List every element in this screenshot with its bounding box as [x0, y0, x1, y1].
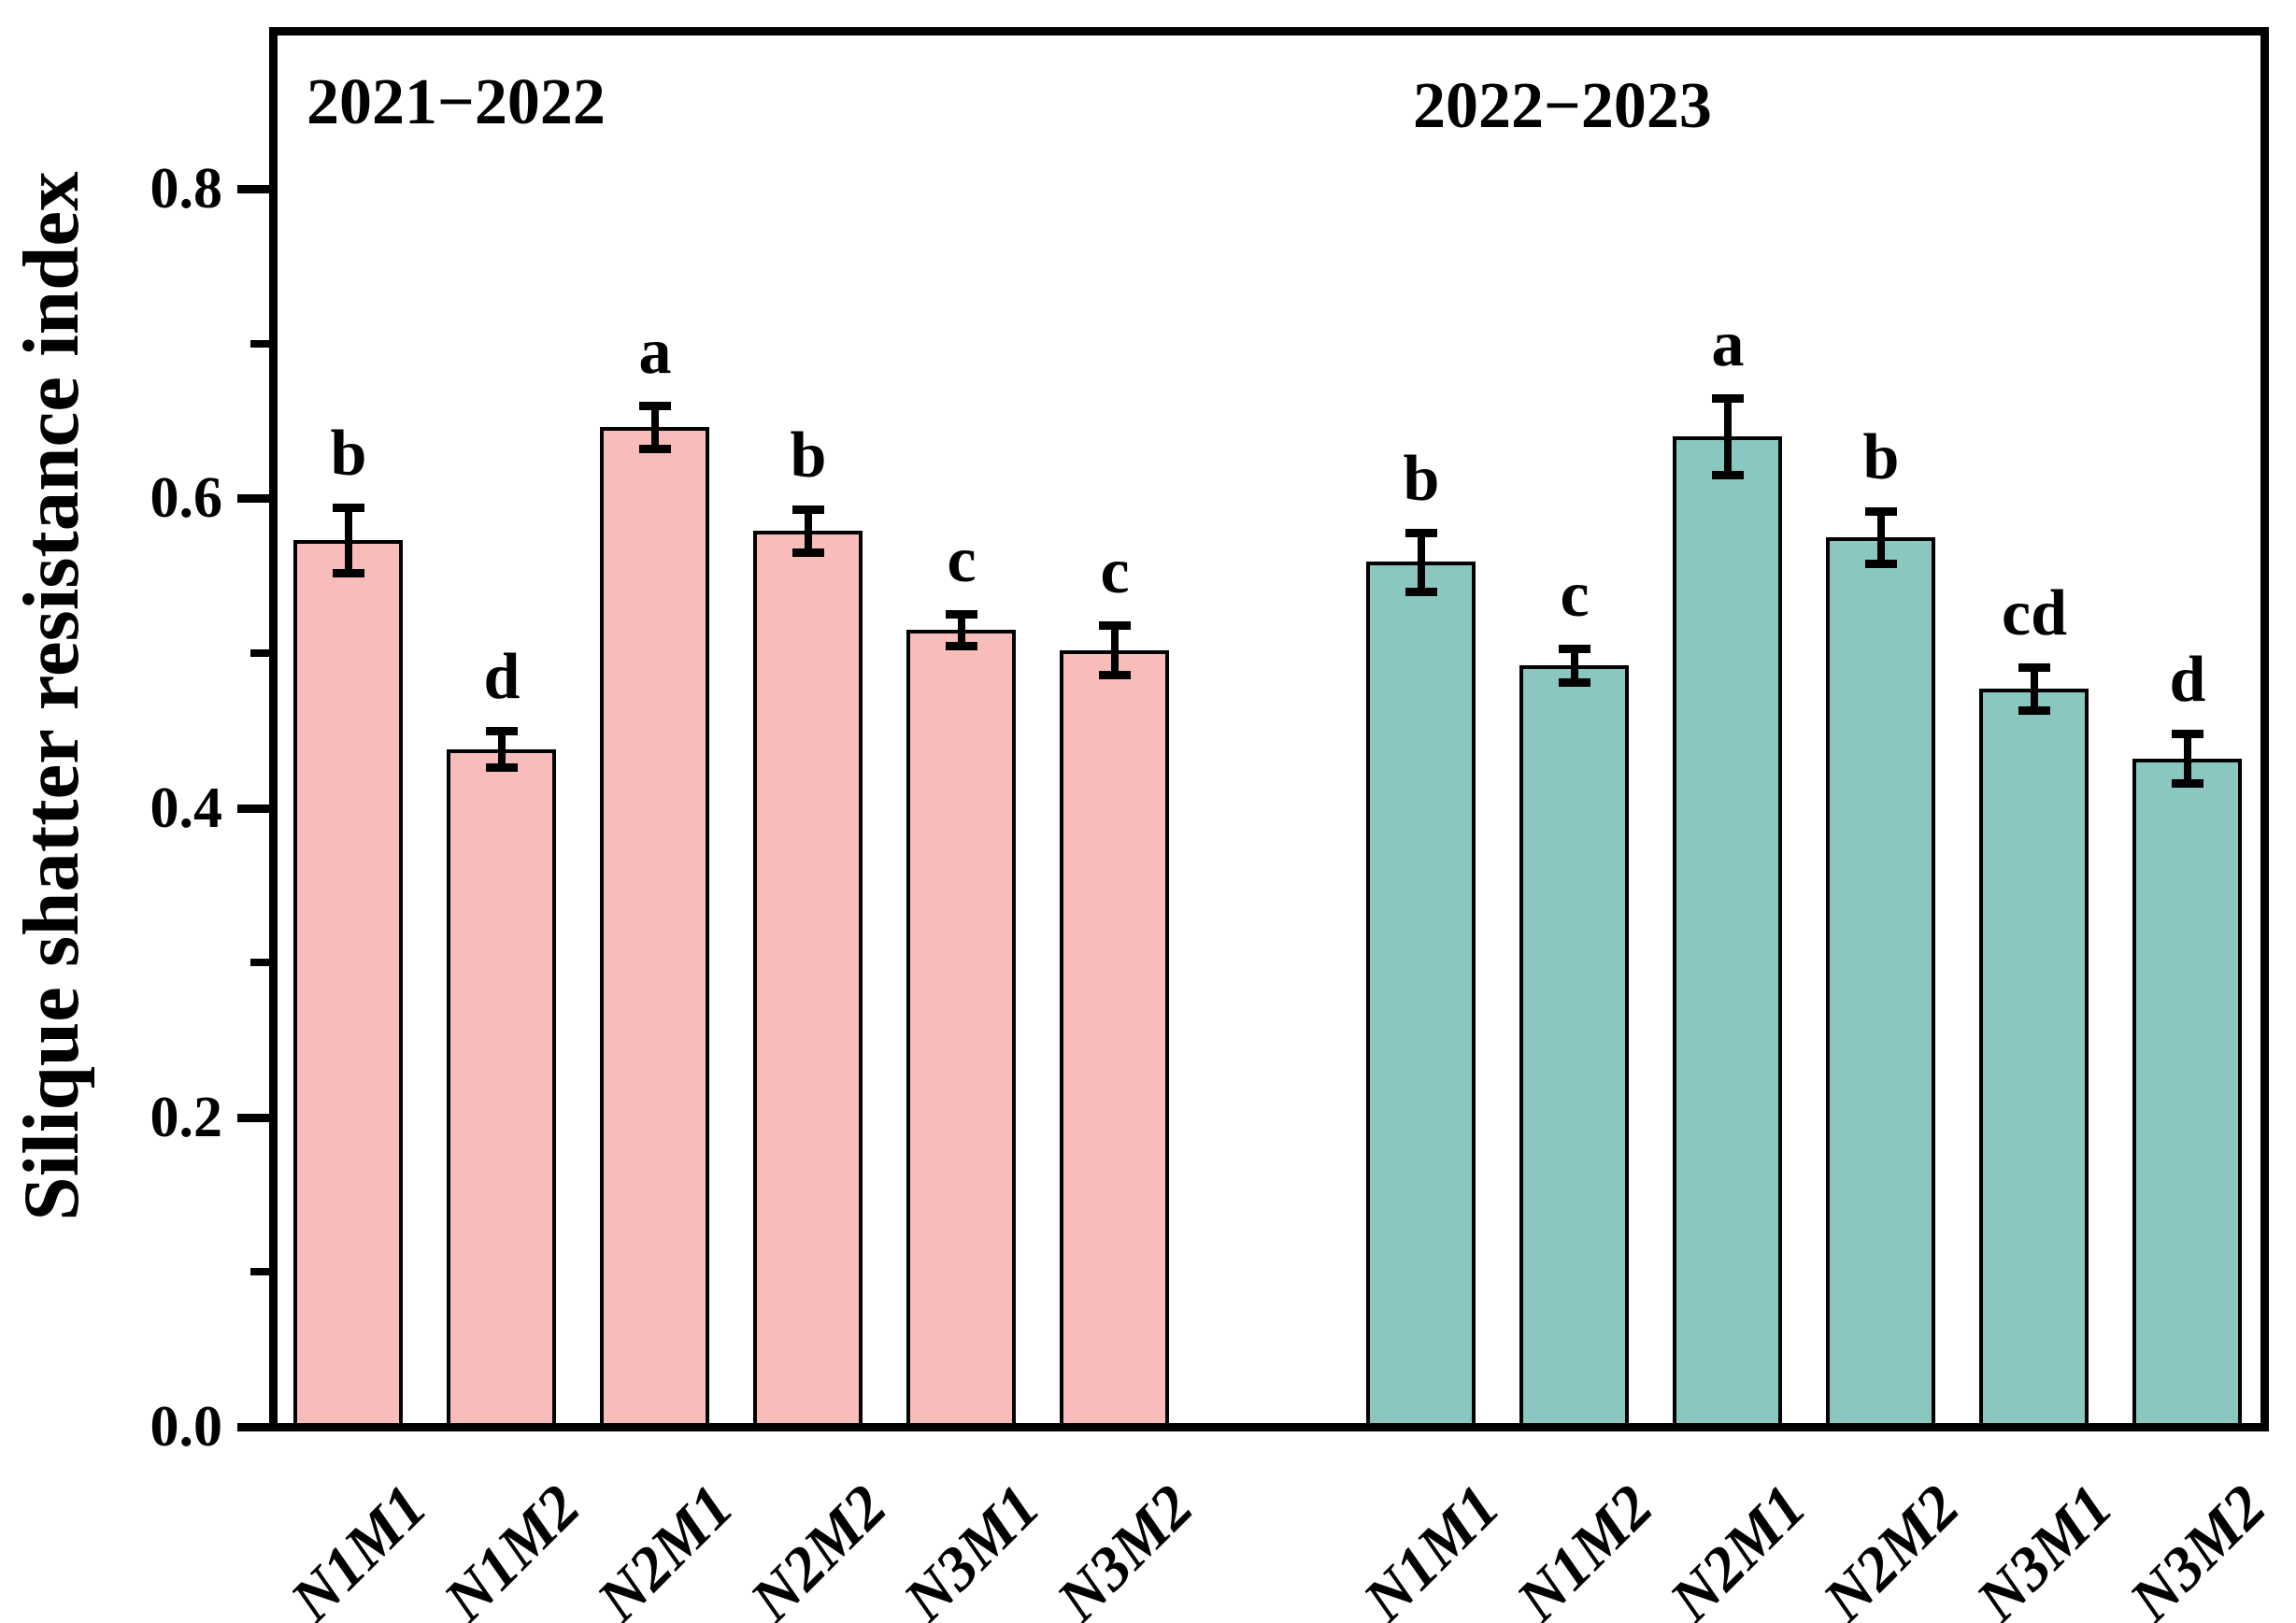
sig-letter-2022-2023-N1M2: c	[1560, 559, 1590, 631]
sig-letter-2022-2023-N2M2: b	[1862, 421, 1900, 493]
bar-2021-2022-N1M1	[293, 540, 403, 1429]
bar-2022-2023-N2M1	[1673, 436, 1782, 1429]
error-bar-line-2022-2023-N2M2	[1877, 511, 1885, 563]
y-tick-0.6	[237, 494, 273, 503]
error-bar-cap-top-2021-2022-N2M1	[639, 402, 671, 410]
error-bar-cap-bottom-2021-2022-N3M1	[946, 642, 977, 650]
sig-letter-2021-2022-N2M2: b	[790, 420, 827, 491]
bar-2021-2022-N2M2	[753, 531, 863, 1429]
error-bar-cap-top-2022-2023-N1M2	[1559, 645, 1590, 653]
error-bar-cap-bottom-2021-2022-N2M1	[639, 445, 671, 453]
y-tick-label-0.2: 0.2	[150, 1086, 223, 1149]
x-tick-label-2021-2022-N1M1: N1M1	[277, 1472, 440, 1623]
y-tick-0.8	[237, 185, 273, 193]
error-bar-line-2021-2022-N3M2	[1111, 625, 1119, 675]
error-bar-cap-top-2021-2022-N1M1	[333, 504, 364, 512]
sig-letter-2021-2022-N2M1: a	[638, 316, 672, 388]
error-bar-line-2022-2023-N3M2	[2184, 733, 2191, 783]
x-tick-label-2021-2022-N2M1: N2M1	[583, 1472, 747, 1623]
error-bar-cap-top-2022-2023-N2M2	[1865, 507, 1897, 516]
y-tick-label-0.4: 0.4	[150, 776, 223, 840]
x-tick-label-2022-2023-N1M2: N1M2	[1503, 1472, 1666, 1623]
sig-letter-2021-2022-N1M2: d	[483, 641, 521, 713]
error-bar-cap-top-2021-2022-N3M1	[946, 610, 977, 619]
error-bar-cap-bottom-2022-2023-N1M1	[1405, 588, 1437, 596]
error-bar-cap-bottom-2021-2022-N2M2	[792, 548, 824, 557]
bar-2021-2022-N3M2	[1060, 650, 1169, 1429]
bar-2022-2023-N3M2	[2132, 759, 2242, 1429]
y-tick-label-0.6: 0.6	[150, 466, 223, 530]
error-bar-cap-bottom-2021-2022-N1M2	[486, 763, 518, 772]
x-tick-label-2021-2022-N3M1: N3M1	[890, 1472, 1053, 1623]
error-bar-line-2021-2022-N1M2	[498, 731, 506, 767]
x-tick-label-2021-2022-N1M2: N1M2	[430, 1472, 593, 1623]
error-bar-line-2021-2022-N2M1	[651, 406, 659, 448]
error-bar-cap-top-2021-2022-N1M2	[486, 727, 518, 735]
error-bar-cap-bottom-2022-2023-N3M2	[2172, 779, 2203, 788]
error-bar-line-2022-2023-N2M1	[1724, 398, 1732, 475]
error-bar-line-2022-2023-N3M1	[2031, 667, 2038, 710]
y-axis-title: Silique shatter resistance index	[7, 171, 95, 1221]
y-tick-label-0.0: 0.0	[150, 1395, 223, 1459]
sig-letter-2021-2022-N1M1: b	[330, 418, 367, 490]
error-bar-cap-top-2022-2023-N1M1	[1405, 529, 1437, 537]
error-bar-line-2022-2023-N1M2	[1571, 648, 1578, 682]
sig-letter-2022-2023-N3M1: cd	[2002, 577, 2067, 649]
bar-2022-2023-N1M1	[1366, 562, 1476, 1429]
plot-frame	[269, 27, 2269, 1431]
error-bar-line-2021-2022-N2M2	[805, 509, 812, 552]
x-tick-label-2022-2023-N2M1: N2M1	[1656, 1472, 1819, 1623]
y-tick-0.4	[237, 804, 273, 813]
y-tick-label-0.8: 0.8	[150, 157, 223, 221]
bar-2021-2022-N1M2	[447, 749, 556, 1429]
y-minor-tick-0.1	[250, 1268, 273, 1275]
sig-letter-2022-2023-N3M2: d	[2169, 644, 2206, 716]
error-bar-cap-top-2022-2023-N2M1	[1712, 394, 1744, 403]
error-bar-cap-bottom-2021-2022-N1M1	[333, 569, 364, 577]
x-tick-label-2022-2023-N2M2: N2M2	[1809, 1472, 1973, 1623]
bar-2022-2023-N1M2	[1519, 665, 1629, 1429]
y-minor-tick-0.7	[250, 340, 273, 348]
group-title-2022-2023: 2022−2023	[1413, 70, 1712, 142]
bar-2022-2023-N2M2	[1826, 537, 1935, 1429]
x-tick-label-2022-2023-N1M1: N1M1	[1349, 1472, 1513, 1623]
y-tick-0.0	[237, 1423, 273, 1431]
x-tick-label-2021-2022-N2M2: N2M2	[736, 1472, 900, 1623]
error-bar-cap-top-2021-2022-N3M2	[1099, 621, 1131, 630]
y-tick-0.2	[237, 1114, 273, 1122]
error-bar-cap-bottom-2022-2023-N2M2	[1865, 560, 1897, 568]
error-bar-line-2021-2022-N3M1	[958, 614, 965, 646]
error-bar-line-2022-2023-N1M1	[1418, 533, 1425, 591]
bar-2021-2022-N2M1	[600, 427, 709, 1429]
error-bar-cap-top-2022-2023-N3M2	[2172, 730, 2203, 738]
sig-letter-2021-2022-N3M1: c	[947, 524, 977, 596]
x-tick-label-2021-2022-N3M2: N3M2	[1043, 1472, 1206, 1623]
x-tick-label-2022-2023-N3M1: N3M1	[1962, 1472, 2126, 1623]
bar-2021-2022-N3M1	[906, 630, 1016, 1429]
error-bar-line-2021-2022-N1M1	[345, 507, 352, 573]
error-bar-cap-top-2021-2022-N2M2	[792, 505, 824, 514]
y-minor-tick-0.5	[250, 649, 273, 657]
x-tick-label-2022-2023-N3M2: N3M2	[2116, 1472, 2279, 1623]
sig-letter-2022-2023-N1M1: b	[1403, 443, 1440, 515]
bar-2022-2023-N3M1	[1979, 689, 2089, 1429]
error-bar-cap-bottom-2022-2023-N2M1	[1712, 471, 1744, 479]
error-bar-cap-bottom-2021-2022-N3M2	[1099, 671, 1131, 679]
sig-letter-2022-2023-N2M1: a	[1711, 308, 1745, 380]
y-minor-tick-0.3	[250, 959, 273, 966]
error-bar-cap-bottom-2022-2023-N3M1	[2018, 706, 2050, 715]
error-bar-cap-top-2022-2023-N3M1	[2018, 663, 2050, 672]
group-title-2021-2022: 2021−2022	[307, 66, 606, 138]
sig-letter-2021-2022-N3M2: c	[1100, 535, 1130, 607]
error-bar-cap-bottom-2022-2023-N1M2	[1559, 678, 1590, 687]
